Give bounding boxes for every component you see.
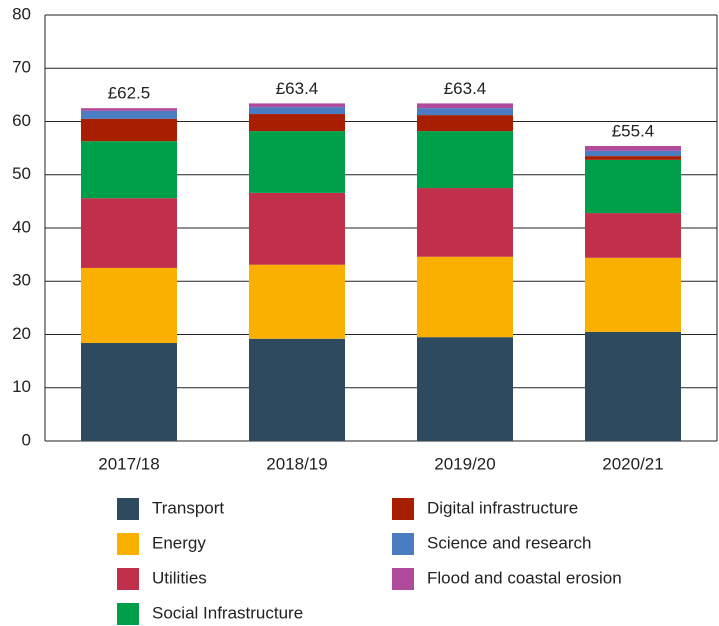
legend-label: Science and research [427,533,591,552]
x-tick-label: 2018/19 [266,454,327,473]
legend-swatch [117,533,139,555]
y-tick-label: 20 [12,324,31,343]
legend-label: Flood and coastal erosion [427,568,622,587]
bar-segment [417,103,513,109]
bar-segment [81,267,177,344]
bar-segment [417,131,513,189]
bar-segment [81,141,177,199]
bar-segment [249,131,345,193]
y-tick-label: 80 [12,4,31,23]
bar-segment [585,150,681,157]
legend-swatch [117,603,139,625]
x-tick-label: 2020/21 [602,454,663,473]
bar-segment [417,256,513,338]
legend-label: Social Infrastructure [152,603,303,622]
total-label: £63.4 [276,79,319,98]
x-tick-label: 2017/18 [98,454,159,473]
bar-segment [585,331,681,441]
bar-segment [417,188,513,257]
legend-label: Transport [152,498,224,517]
y-tick-label: 70 [12,58,31,77]
bar-segment [81,118,177,142]
bar-segment [585,159,681,214]
bar-segment [249,107,345,115]
bar-segment [585,257,681,332]
bar-segment [249,338,345,441]
legend-swatch [117,568,139,590]
bar-segment [417,108,513,116]
x-tick-label: 2019/20 [434,454,495,473]
bar-segment [417,337,513,441]
bar-segment [249,103,345,108]
legend-label: Utilities [152,568,207,587]
bar-segment [81,110,177,119]
legend-swatch [392,568,414,590]
y-tick-label: 50 [12,164,31,183]
y-tick-label: 0 [22,430,31,449]
bar-segment [81,108,177,111]
y-tick-label: 10 [12,377,31,396]
bar-segment [417,115,513,132]
y-tick-label: 30 [12,271,31,290]
bar-segment [585,213,681,258]
bar-segment [81,343,177,441]
bar-segment [81,198,177,268]
total-label: £63.4 [444,79,487,98]
legend-swatch [117,498,139,520]
legend-label: Digital infrastructure [427,498,578,517]
bar-segment [249,114,345,132]
legend-swatch [392,498,414,520]
legend-swatch [392,533,414,555]
total-label: £55.4 [612,121,655,140]
total-label: £62.5 [108,84,151,103]
bar-segment [585,156,681,160]
bar-segment [249,192,345,265]
y-tick-label: 60 [12,111,31,130]
bar-segment [249,264,345,339]
bar-segment [585,145,681,151]
y-tick-label: 40 [12,217,31,236]
legend-label: Energy [152,533,206,552]
